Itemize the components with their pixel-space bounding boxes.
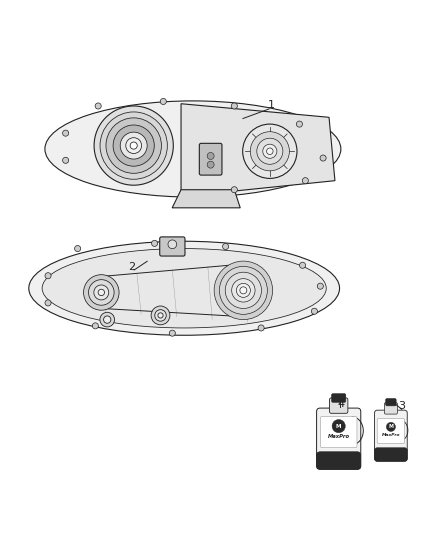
FancyBboxPatch shape <box>374 410 407 461</box>
Circle shape <box>332 419 345 433</box>
FancyBboxPatch shape <box>386 399 396 406</box>
Circle shape <box>120 132 147 159</box>
Circle shape <box>263 144 277 158</box>
FancyBboxPatch shape <box>317 452 361 469</box>
Text: 3: 3 <box>398 401 405 411</box>
FancyBboxPatch shape <box>332 394 346 402</box>
Circle shape <box>152 240 158 246</box>
FancyBboxPatch shape <box>317 408 361 469</box>
Circle shape <box>103 316 111 323</box>
Circle shape <box>297 121 303 127</box>
Circle shape <box>240 287 247 294</box>
Circle shape <box>258 325 264 331</box>
Circle shape <box>300 262 306 268</box>
Circle shape <box>302 177 308 184</box>
Text: MaxPro: MaxPro <box>328 434 350 439</box>
Circle shape <box>113 125 154 166</box>
Circle shape <box>100 112 167 179</box>
FancyBboxPatch shape <box>374 448 407 461</box>
Text: 2: 2 <box>128 262 135 271</box>
Circle shape <box>63 130 69 136</box>
Circle shape <box>151 306 170 325</box>
Circle shape <box>214 261 272 320</box>
Circle shape <box>231 103 237 109</box>
Circle shape <box>250 132 290 171</box>
Circle shape <box>126 138 141 154</box>
Circle shape <box>130 142 137 149</box>
Circle shape <box>168 240 177 249</box>
Circle shape <box>94 106 173 185</box>
Circle shape <box>207 152 214 159</box>
FancyBboxPatch shape <box>160 237 185 256</box>
Polygon shape <box>172 190 240 208</box>
Circle shape <box>170 330 175 336</box>
Text: 1: 1 <box>268 100 275 110</box>
FancyBboxPatch shape <box>199 143 222 175</box>
Ellipse shape <box>29 241 339 335</box>
Text: MaxPro: MaxPro <box>381 432 400 437</box>
Polygon shape <box>181 104 335 197</box>
Circle shape <box>92 323 99 329</box>
Circle shape <box>311 308 318 314</box>
FancyBboxPatch shape <box>321 416 357 448</box>
Circle shape <box>84 274 119 310</box>
Circle shape <box>63 157 69 163</box>
Circle shape <box>207 161 214 168</box>
Ellipse shape <box>42 248 326 328</box>
Circle shape <box>160 99 166 104</box>
Text: 4: 4 <box>337 399 344 409</box>
Circle shape <box>320 155 326 161</box>
Circle shape <box>98 289 105 296</box>
Circle shape <box>237 284 251 297</box>
Text: M: M <box>336 424 342 429</box>
FancyBboxPatch shape <box>377 418 405 443</box>
Circle shape <box>88 280 114 305</box>
Circle shape <box>225 272 261 309</box>
FancyBboxPatch shape <box>329 398 348 413</box>
Ellipse shape <box>45 101 341 197</box>
Circle shape <box>243 124 297 179</box>
Circle shape <box>95 103 101 109</box>
Circle shape <box>45 273 51 279</box>
Circle shape <box>219 266 267 314</box>
Circle shape <box>158 313 163 318</box>
Circle shape <box>100 312 115 327</box>
Text: M: M <box>389 424 393 430</box>
Circle shape <box>317 283 323 289</box>
Circle shape <box>74 246 81 252</box>
Circle shape <box>106 118 162 173</box>
Circle shape <box>232 279 255 302</box>
FancyBboxPatch shape <box>385 402 397 414</box>
Circle shape <box>257 138 283 164</box>
Circle shape <box>45 300 51 306</box>
Circle shape <box>155 310 166 321</box>
Circle shape <box>267 148 273 155</box>
Circle shape <box>94 285 109 300</box>
Circle shape <box>223 244 229 249</box>
Circle shape <box>386 422 396 431</box>
Circle shape <box>231 187 237 193</box>
